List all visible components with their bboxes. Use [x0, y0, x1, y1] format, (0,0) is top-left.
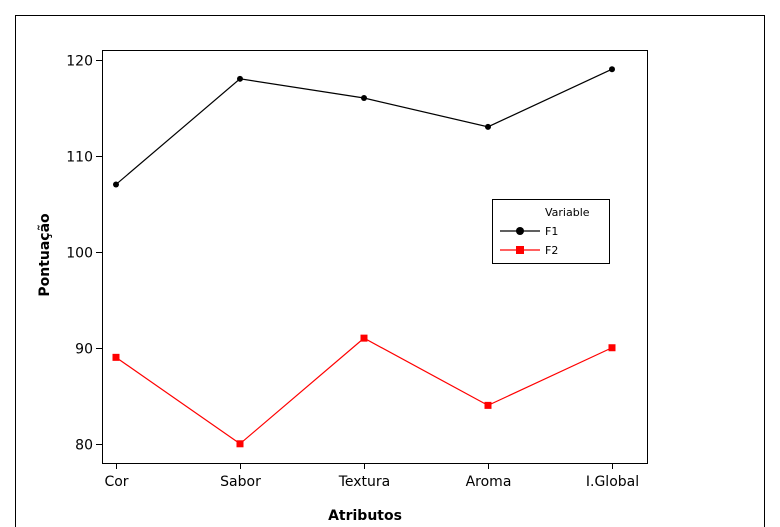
- legend-marker-f1: [516, 227, 524, 235]
- data-point-f2: [608, 344, 616, 352]
- data-point-f1: [609, 66, 615, 73]
- y-tick-label: 90: [75, 342, 93, 358]
- data-point-f1: [361, 95, 367, 102]
- y-tick-label: 80: [75, 438, 93, 454]
- legend-marker-f2: [516, 246, 524, 254]
- y-tick-label: 110: [66, 150, 93, 166]
- x-tick-label: I.Global: [586, 474, 639, 490]
- data-point-f1: [237, 75, 243, 82]
- data-point-f2: [360, 334, 368, 342]
- series-layer: [112, 66, 616, 448]
- data-point-f2: [484, 401, 492, 409]
- y-axis: 80 90 100 110 120: [66, 54, 102, 454]
- chart-frame: [15, 15, 765, 527]
- x-axis-title: Atributos: [328, 508, 402, 524]
- x-axis: Cor Sabor Textura Aroma I.Global: [104, 463, 639, 490]
- x-tick-label: Textura: [338, 474, 391, 490]
- y-tick-label: 120: [66, 54, 93, 70]
- data-point-f1: [485, 123, 491, 130]
- plot-area: [102, 50, 648, 464]
- data-point-f1: [113, 181, 119, 188]
- x-tick-label: Cor: [104, 474, 128, 490]
- legend-label-f1: F1: [545, 225, 558, 238]
- x-tick-label: Aroma: [466, 474, 512, 490]
- y-tick-label: 100: [66, 246, 93, 262]
- x-tick-label: Sabor: [220, 474, 261, 490]
- legend-title: Variable: [545, 206, 590, 219]
- legend-label-f2: F2: [545, 244, 558, 257]
- y-axis-title: Pontuação: [37, 213, 53, 297]
- data-point-f2: [112, 353, 120, 361]
- plot-border: [102, 50, 648, 464]
- data-point-f2: [236, 440, 244, 448]
